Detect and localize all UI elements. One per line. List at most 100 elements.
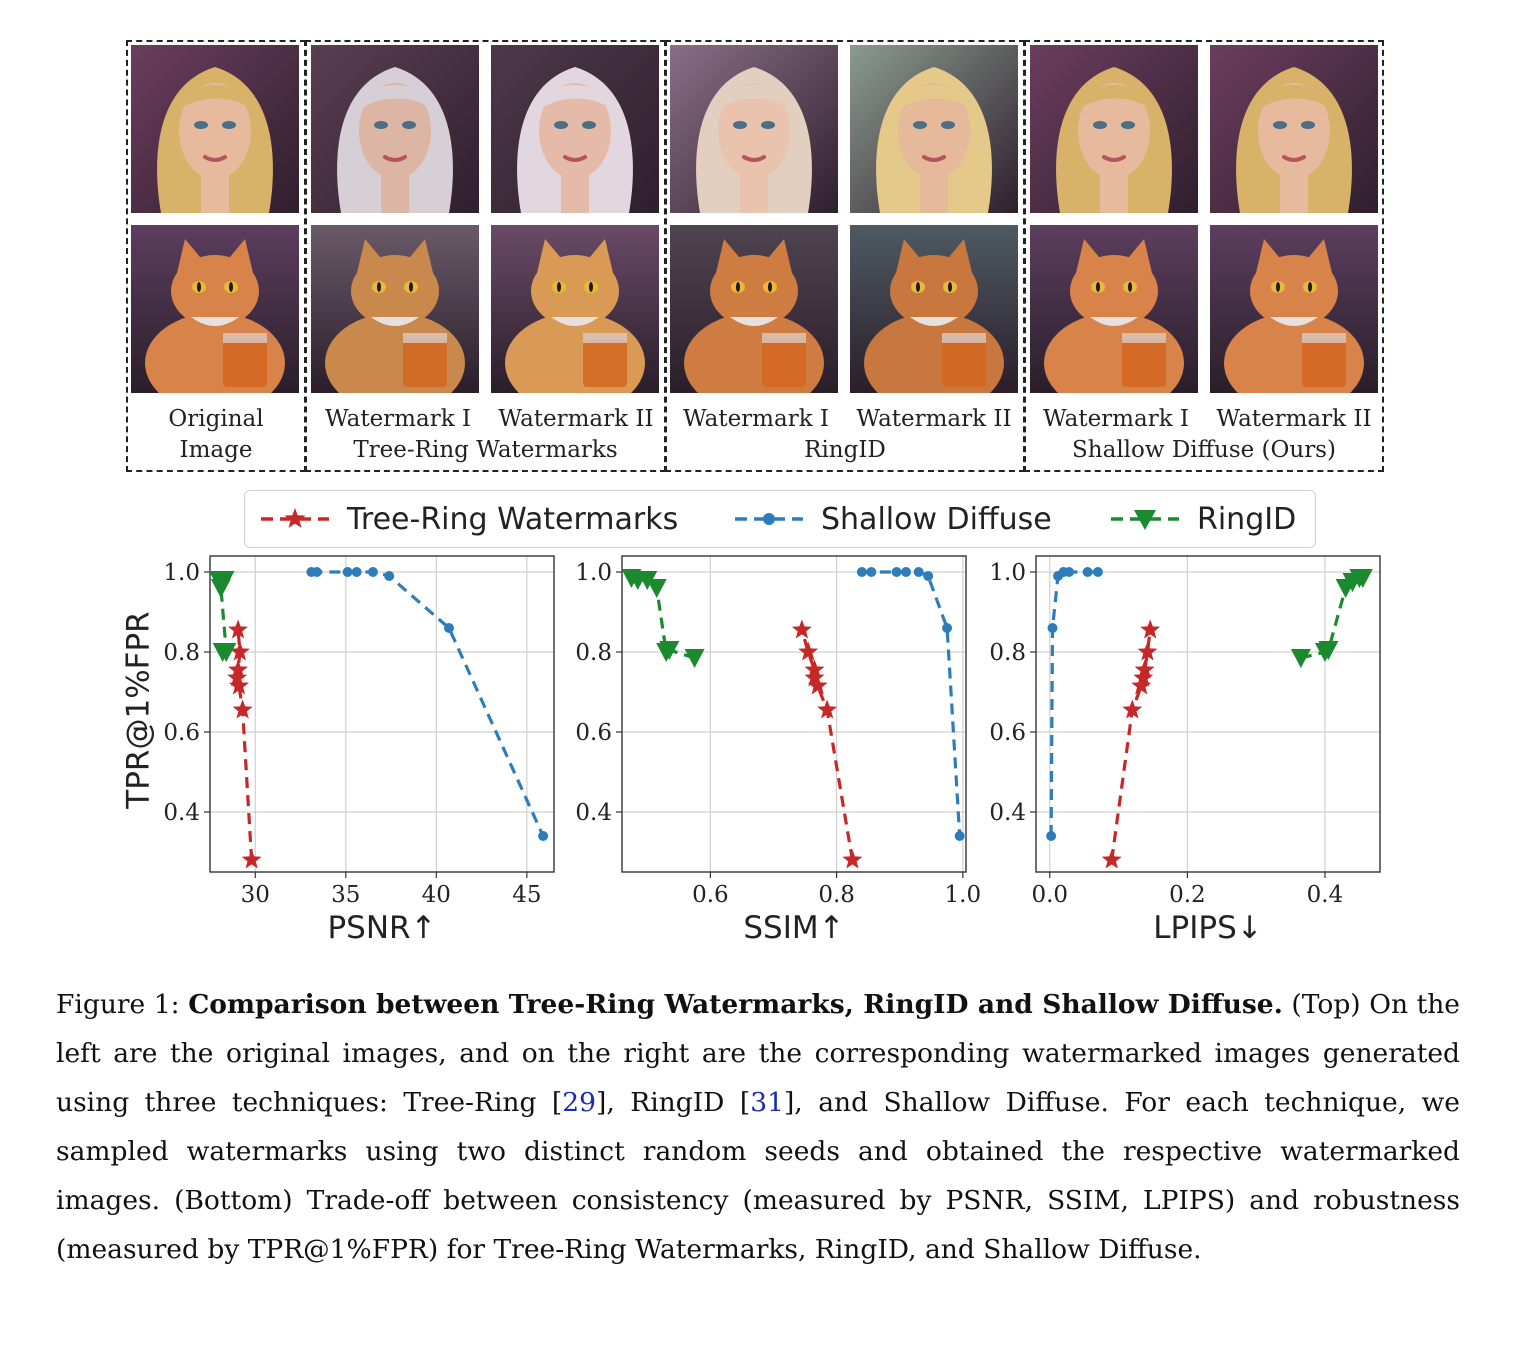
data-point-triangle [684, 649, 705, 668]
series-line [861, 570, 962, 837]
data-point-star [817, 699, 838, 719]
label-shallow-wm2: Watermark II [1216, 406, 1372, 432]
series-line [800, 629, 854, 861]
y-tick-label: 1.0 [989, 560, 1026, 586]
plot-frame [1035, 555, 1381, 873]
legend-item-tree-ring: Tree-Ring Watermarks [259, 499, 678, 539]
x-tick-label: 40 [422, 882, 451, 908]
cat-image-shallow-wm1 [1030, 225, 1198, 393]
x-tick-label: 0.8 [818, 882, 855, 908]
plot-frame [209, 555, 555, 873]
data-point-circle [1082, 567, 1093, 577]
caption-text-2: ], RingID [ [596, 1087, 751, 1118]
y-tick-label: 0.8 [575, 640, 612, 666]
x-tick-label: 0.6 [692, 882, 729, 908]
label-shallow: Shallow Diffuse (Ours) [1072, 437, 1336, 463]
data-point-star [229, 675, 249, 695]
data-point-star [1140, 619, 1161, 639]
y-tick-label: 0.6 [575, 720, 612, 746]
portrait-image-tree-ring-wm1 [311, 45, 479, 213]
citation-link-31[interactable]: 31 [750, 1087, 784, 1118]
data-point-triangle [621, 569, 642, 588]
y-tick-label: 1.0 [575, 560, 612, 586]
data-point-star [1122, 699, 1143, 719]
label-tree-ring: Tree-Ring Watermarks [353, 437, 618, 463]
portrait-image-shallow-wm1 [1030, 45, 1198, 213]
y-tick-label: 0.4 [989, 800, 1026, 826]
caption-prefix: Figure 1: [56, 989, 180, 1020]
data-point-triangle [1352, 569, 1373, 588]
data-point-star [798, 641, 819, 661]
data-point-circle [901, 567, 912, 577]
x-tick-label: 1.0 [945, 882, 980, 908]
data-point-triangle [1318, 641, 1339, 660]
data-point-circle [384, 571, 395, 581]
data-point-triangle [1290, 649, 1311, 668]
x-tick-label: 30 [241, 882, 270, 908]
data-point-circle [443, 623, 454, 633]
data-point-star [1101, 849, 1122, 869]
label-ringid: RingID [804, 437, 886, 463]
data-point-star [842, 849, 863, 869]
cat-image-ringid-wm1 [670, 225, 838, 393]
data-point-star [1133, 667, 1154, 687]
data-point-circle [1092, 567, 1103, 577]
series-line [311, 570, 545, 837]
data-point-circle [913, 567, 924, 577]
portrait-image-original [131, 45, 299, 213]
data-point-star [232, 699, 253, 719]
y-axis-title: TPR@1%FPR [121, 611, 157, 809]
data-point-circle [891, 567, 902, 577]
y-tick-label: 1.0 [163, 560, 200, 586]
caption-text-3: ], and Shallow Diffuse. For each techniq… [56, 1087, 1460, 1265]
y-tick-label: 0.6 [163, 720, 200, 746]
portrait-image-ringid-wm1 [670, 45, 838, 213]
data-point-circle [538, 831, 549, 841]
chart-legend: Tree-Ring Watermarks Shallow Diffuse Rin… [244, 490, 1316, 548]
data-point-circle [1064, 567, 1075, 577]
data-point-star [1134, 659, 1155, 679]
cat-image-shallow-wm2 [1210, 225, 1378, 393]
legend-marker-ringid [1111, 510, 1179, 530]
image-comparison-grid: Original Image Watermark I Watermark II … [0, 0, 1516, 480]
x-axis-title: LPIPS↓ [1153, 910, 1262, 946]
data-point-circle [856, 567, 867, 577]
portrait-image-ringid-wm2 [850, 45, 1018, 213]
portrait-image-shallow-wm2 [1210, 45, 1378, 213]
chart-ssim: 0.6 0.8 1.0 0.4 0.6 0.8 1.0 SSIM↑ [575, 555, 980, 946]
legend-item-shallow: Shallow Diffuse [733, 499, 1052, 539]
y-axis-label: TPR@1%FPR [110, 570, 170, 850]
data-point-star [241, 849, 262, 869]
data-point-star [804, 659, 825, 679]
data-point-circle [351, 567, 362, 577]
citation-link-29[interactable]: 29 [562, 1087, 597, 1118]
x-axis-title: SSIM↑ [743, 910, 844, 946]
data-point-circle [954, 831, 965, 841]
data-point-circle [311, 567, 322, 577]
data-point-star [228, 659, 248, 679]
y-tick-label: 0.4 [575, 800, 612, 826]
label-image: Image [179, 437, 253, 463]
label-ringid-wm2: Watermark II [856, 406, 1012, 432]
series-line [1049, 570, 1098, 837]
legend-label-shallow: Shallow Diffuse [821, 501, 1052, 537]
x-tick-label: 0.2 [1169, 882, 1206, 908]
y-tick-label: 0.6 [989, 720, 1026, 746]
data-point-circle [1046, 831, 1057, 841]
data-point-star [1137, 641, 1158, 661]
data-point-circle [942, 623, 953, 633]
x-tick-label: 0.0 [1031, 882, 1068, 908]
group-shallow-diffuse [1024, 40, 1384, 472]
chart-lpips: 0.0 0.2 0.4 0.4 0.6 0.8 1.0 LPIPS↓ [989, 555, 1381, 946]
cat-image-original [131, 225, 299, 393]
x-tick-label: 0.4 [1307, 882, 1344, 908]
label-original: Original [168, 406, 264, 432]
data-point-star [1131, 675, 1152, 695]
label-tree-ring-wm2: Watermark II [498, 406, 654, 432]
data-point-circle [923, 571, 934, 581]
legend-marker-tree-ring [261, 508, 329, 528]
data-point-circle [1047, 623, 1058, 633]
portrait-image-tree-ring-wm2 [491, 45, 659, 213]
data-point-star [228, 619, 248, 639]
data-point-star [229, 641, 250, 661]
